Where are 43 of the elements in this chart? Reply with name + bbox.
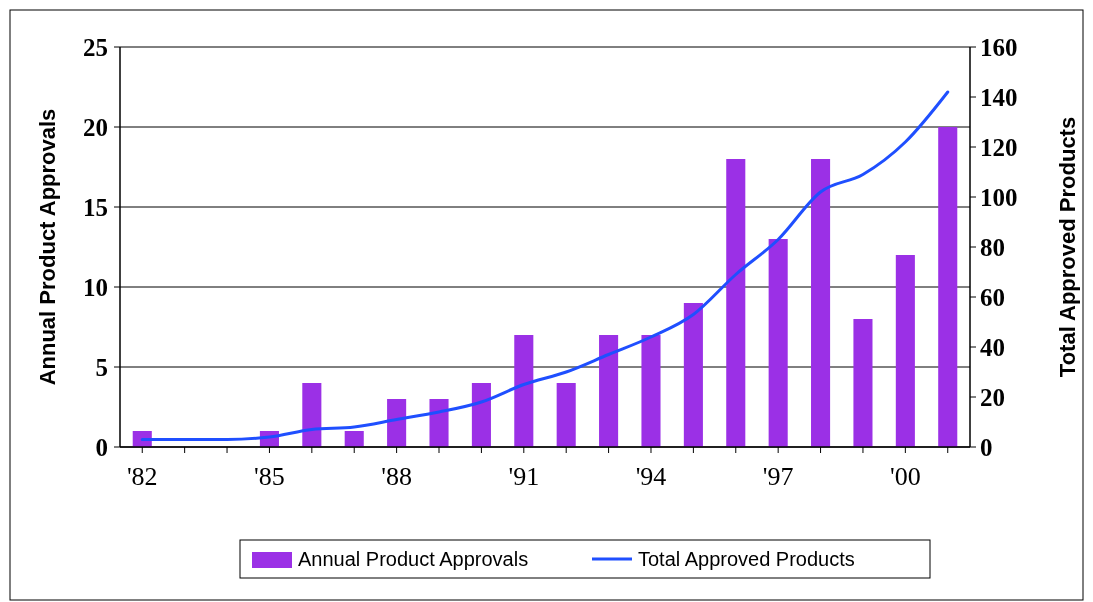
bar — [599, 335, 619, 447]
y2-tick-label: 60 — [980, 283, 1005, 311]
bar — [556, 383, 576, 447]
y-tick-label: 5 — [95, 353, 108, 381]
y2-tick-label: 120 — [980, 133, 1018, 161]
x-tick-label: '97 — [762, 462, 794, 491]
bar — [641, 335, 661, 447]
y2-tick-label: 40 — [980, 333, 1005, 361]
x-tick-label: '94 — [635, 462, 667, 491]
y2-tick-label: 80 — [980, 233, 1005, 261]
bar — [344, 431, 364, 447]
bar — [938, 127, 958, 447]
y-tick-label: 20 — [83, 113, 108, 141]
y-tick-label: 25 — [83, 33, 108, 61]
y2-tick-label: 0 — [980, 433, 993, 461]
y2-tick-label: 160 — [980, 33, 1018, 61]
legend-label: Total Approved Products — [638, 548, 855, 570]
bar — [811, 159, 831, 447]
bar — [853, 319, 873, 447]
bar — [302, 383, 322, 447]
bar — [683, 303, 703, 447]
y-axis-title: Annual Product Approvals — [35, 108, 60, 386]
bar — [895, 255, 915, 447]
y-tick-label: 10 — [83, 273, 108, 301]
bar — [387, 399, 407, 447]
bar — [768, 239, 788, 447]
x-tick-label: '82 — [126, 462, 158, 491]
x-tick-label: '85 — [254, 462, 285, 491]
x-tick-label: '91 — [508, 462, 540, 491]
line-series — [140, 90, 950, 441]
y2-axis-title: Total Approved Products — [1055, 116, 1080, 378]
y2-tick-label: 20 — [980, 383, 1005, 411]
x-tick-label: '88 — [381, 462, 412, 491]
x-tick-label: '00 — [890, 462, 921, 491]
bar — [471, 383, 491, 447]
bar — [726, 159, 746, 447]
y2-tick-label: 100 — [980, 183, 1018, 211]
legend-label: Annual Product Approvals — [298, 548, 529, 570]
y2-tick-label: 140 — [980, 83, 1018, 111]
bar — [429, 399, 449, 447]
y-tick-label: 0 — [95, 433, 108, 461]
bar — [514, 335, 534, 447]
y-tick-label: 15 — [83, 193, 108, 221]
